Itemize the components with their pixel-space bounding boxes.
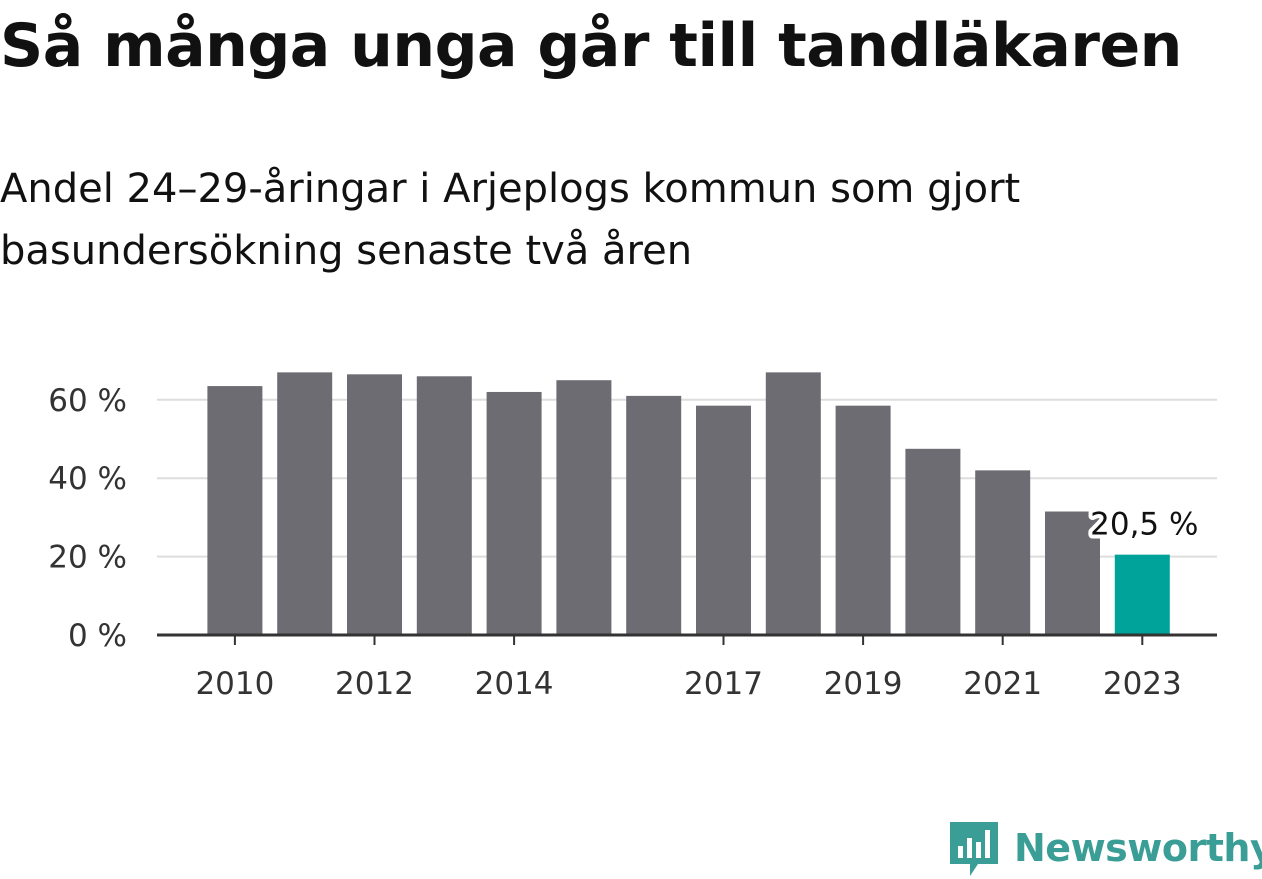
- bar: [975, 470, 1031, 635]
- x-tick-label: 2014: [475, 666, 554, 702]
- data-label-halo: 20,5 %: [1090, 507, 1198, 543]
- bar: [416, 376, 472, 635]
- bars: [207, 372, 1170, 635]
- y-tick-label: 0 %: [68, 618, 127, 654]
- bar: [905, 448, 961, 635]
- chart-subtitle: Andel 24–29-åringar i Arjeplogs kommun s…: [0, 166, 1021, 274]
- y-tick-label: 40 %: [48, 461, 127, 497]
- bar: [696, 405, 751, 635]
- gridlines: [157, 398, 1217, 558]
- bar: [765, 372, 821, 635]
- x-tick-label: 2010: [195, 666, 274, 702]
- y-tick-label: 20 %: [48, 540, 127, 576]
- chart-title: Så många unga går till tandläkaren: [0, 11, 1182, 81]
- newsworthy-logo-icon: [950, 822, 998, 876]
- x-tick-label: 2012: [335, 666, 414, 702]
- data-label: 20,5 %: [1090, 507, 1198, 543]
- bar: [626, 395, 682, 635]
- newsworthy-logo: Newsworthy: [948, 818, 1262, 878]
- bar: [556, 380, 612, 635]
- x-tick-label: 2023: [1103, 666, 1182, 702]
- bar: [207, 386, 263, 635]
- brand-name: Newsworthy: [1014, 826, 1262, 870]
- x-tick-label: 2017: [684, 666, 763, 702]
- bar: [835, 405, 891, 635]
- bar: [347, 374, 402, 635]
- bar: [1045, 511, 1100, 635]
- axes: [157, 633, 1217, 645]
- bar: [486, 391, 542, 635]
- labels: 0 % 20 % 40 % 60 % 2010 2012 2014 2017 2019 2021 2…: [48, 383, 1202, 702]
- x-tick-label: 2019: [824, 666, 903, 702]
- x-tick-label: 2021: [963, 666, 1042, 702]
- bar: [1114, 554, 1170, 635]
- bar: [277, 372, 333, 635]
- y-tick-label: 60 %: [48, 383, 127, 419]
